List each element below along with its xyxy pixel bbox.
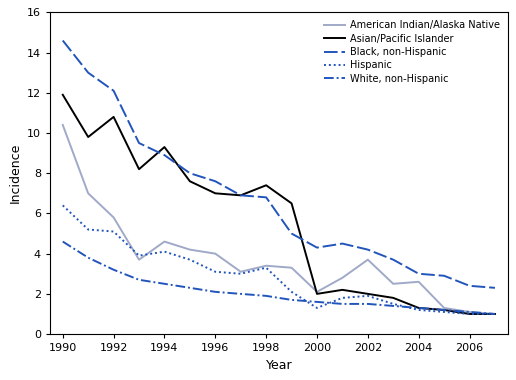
Legend: American Indian/Alaska Native, Asian/Pacific Islander, Black, non-Hispanic, Hisp: American Indian/Alaska Native, Asian/Pac…: [321, 17, 503, 87]
Y-axis label: Incidence: Incidence: [8, 143, 21, 203]
X-axis label: Year: Year: [266, 359, 292, 372]
